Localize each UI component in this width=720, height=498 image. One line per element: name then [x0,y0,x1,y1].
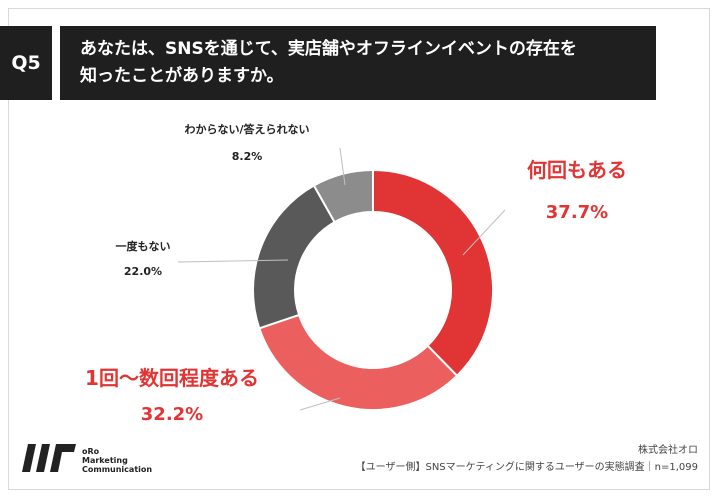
leader-line-3 [339,147,346,186]
slice-label-0: 何回もある [527,158,627,182]
leader-line-2 [177,259,289,263]
company-name: 株式会社オロ [638,445,698,456]
donut-slice-3 [312,168,374,224]
logo-text: oRo Marketing Communication [82,447,152,474]
slice-label-1: 1回〜数回程度ある [85,366,259,390]
leader-line-0 [462,209,506,256]
slice-label-3: わからない/答えられない [184,122,309,136]
slice-label-2: 一度もない [116,239,171,253]
slice-value-1: 32.2% [141,404,203,425]
donut-slice-1 [258,313,459,411]
logo-line-2: Marketing [82,456,128,465]
leader-line-1 [299,397,341,411]
slice-value-3: 8.2% [232,150,263,163]
donut-slice-2 [252,184,336,330]
logo-line-3: Communication [82,465,153,474]
donut-slice-0 [372,168,494,378]
slice-value-0: 37.7% [546,202,608,223]
logo-line-1: oRo [82,447,100,456]
question-number-badge: Q5 [0,26,52,100]
source-note: 【ユーザー側】SNSマーケティングに関するユーザーの実態調査｜n=1,099 [355,462,698,473]
oro-logo-icon [22,444,76,472]
question-title: あなたは、SNSを通じて、実店舗やオフラインイベントの存在を 知ったことがありま… [60,26,656,100]
slice-value-2: 22.0% [124,265,162,278]
